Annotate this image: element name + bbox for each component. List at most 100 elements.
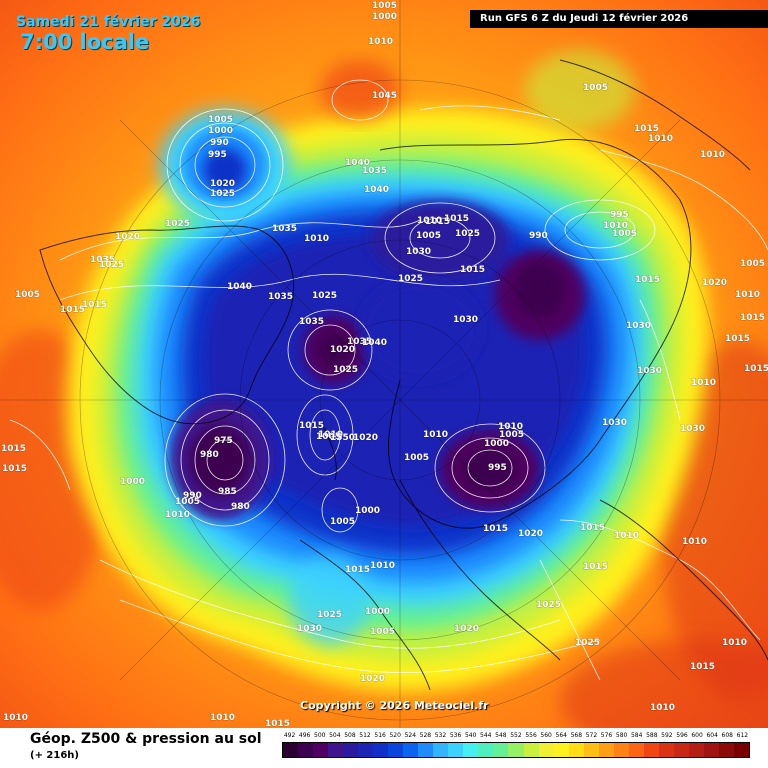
- scale-label: 492: [283, 732, 296, 739]
- pressure-label: 1020: [330, 345, 355, 355]
- pressure-label: 1015: [740, 313, 765, 323]
- pressure-label: 1000: [372, 12, 397, 22]
- scale-label: 576: [600, 732, 613, 739]
- scale-label: 564: [555, 732, 567, 739]
- pressure-label: 1005: [404, 453, 429, 463]
- pressure-label: 1015: [635, 275, 660, 285]
- scale-label: 600: [691, 732, 703, 739]
- scale-swatch: [538, 743, 554, 757]
- pressure-label: 1025: [165, 219, 190, 229]
- pressure-label: 1040: [227, 282, 252, 292]
- pressure-label: 1025: [333, 365, 358, 375]
- pressure-label: 1040: [364, 185, 389, 195]
- pressure-label: 1005: [612, 229, 637, 239]
- pressure-label: 1015: [725, 334, 750, 344]
- scale-label: 504: [329, 732, 341, 739]
- scale-swatch: [478, 743, 494, 757]
- pressure-label: 1020: [360, 674, 385, 684]
- scale-swatch: [583, 743, 599, 757]
- pressure-label: 1020: [454, 624, 479, 634]
- pressure-label: 1035: [90, 255, 115, 265]
- scale-label: 572: [585, 732, 598, 739]
- scale-swatch: [508, 743, 524, 757]
- scale-swatch: [463, 743, 479, 757]
- pressure-label: 1045: [372, 91, 397, 101]
- pressure-label: 1550: [330, 433, 355, 443]
- pressure-label: 1025: [575, 638, 600, 648]
- pressure-label: 1030: [297, 624, 322, 634]
- scale-swatch: [703, 743, 719, 757]
- scale-label: 552: [510, 732, 522, 739]
- pressure-label: 1020: [353, 433, 378, 443]
- pressure-label: 1035: [299, 317, 324, 327]
- scale-swatch: [283, 743, 299, 757]
- scale-label: 520: [389, 732, 401, 739]
- scale-label: 524: [404, 732, 417, 739]
- pressure-label: 1005: [499, 430, 524, 440]
- pressure-label: 1010: [682, 537, 707, 547]
- pressure-label: 1015: [583, 562, 608, 572]
- pressure-label: 1000: [120, 477, 145, 487]
- geopotential-field: [67, 50, 709, 692]
- pressure-label: 1000: [208, 126, 233, 136]
- scale-label: 528: [419, 732, 432, 739]
- scale-labels: 492 496 500 504 508 512 516 520 524 528 532 536 540 5…: [282, 732, 750, 742]
- pressure-label: 1010: [648, 134, 673, 144]
- pressure-label: 1020: [210, 179, 235, 189]
- scale-label: 512: [359, 732, 371, 739]
- scale-swatch: [658, 743, 674, 757]
- pressure-label: 1015: [444, 214, 469, 224]
- pressure-label: 1005: [370, 627, 395, 637]
- pressure-label: 1000: [484, 439, 509, 449]
- copyright: Copyright © 2026 Meteociel.fr: [300, 699, 489, 712]
- pressure-label: 1010: [210, 713, 235, 723]
- pressure-label: 1000: [355, 506, 380, 516]
- local-time: 7:00 locale: [20, 30, 150, 54]
- pressure-label: 1025: [398, 274, 423, 284]
- pressure-label: 1010: [318, 430, 343, 440]
- scale-bar: [282, 742, 750, 758]
- pressure-label: 1015: [1, 444, 26, 454]
- pressure-label: 1010: [614, 531, 639, 541]
- scale-swatch: [298, 743, 314, 757]
- scale-swatch: [643, 743, 659, 757]
- pressure-label: 1000: [365, 607, 390, 617]
- scale-label: 560: [540, 732, 552, 739]
- scale-swatch: [733, 743, 749, 757]
- pressure-label: 1005: [416, 231, 441, 241]
- scale-label: 568: [570, 732, 583, 739]
- pressure-label: 1010: [722, 638, 747, 648]
- pressure-label: 1015: [483, 524, 508, 534]
- pressure-label: 1035: [268, 292, 293, 302]
- pressure-label: 1035: [272, 224, 297, 234]
- pressure-label: 1025: [455, 229, 480, 239]
- pressure-label: 1005: [15, 290, 40, 300]
- scale-label: 592: [661, 732, 673, 739]
- pressure-label: 1005: [583, 83, 608, 93]
- pressure-label: 1030: [602, 418, 627, 428]
- pressure-label: 1015: [460, 265, 485, 275]
- pressure-label: 1025: [99, 260, 124, 270]
- legend-subtitle: (+ 216h): [30, 750, 79, 761]
- scale-swatch: [313, 743, 329, 757]
- pressure-labels: 1005100010101045104010351005101510101005…: [1, 1, 768, 729]
- pressure-label: 1015: [299, 421, 324, 431]
- pressure-label: 1010: [700, 150, 725, 160]
- pressure-label: 1005: [208, 115, 233, 125]
- pressure-label: 1015: [82, 300, 107, 310]
- scale-label: 532: [434, 732, 447, 739]
- scale-label: 596: [676, 732, 688, 739]
- scale-swatch: [613, 743, 629, 757]
- lat-lon-grid: [0, 0, 768, 728]
- pressure-label: 1010: [417, 216, 442, 226]
- pressure-label: 1040: [362, 338, 387, 348]
- pressure-label: 1025: [312, 291, 337, 301]
- scale-swatch: [388, 743, 404, 757]
- pressure-label: 1030: [406, 247, 431, 257]
- scale-swatch: [718, 743, 734, 757]
- pressure-label: 995: [488, 463, 507, 473]
- pressure-label: 1005: [175, 497, 200, 507]
- scale-label: 584: [630, 732, 643, 739]
- pressure-label: 1025: [210, 189, 235, 199]
- scale-label: 580: [615, 732, 628, 739]
